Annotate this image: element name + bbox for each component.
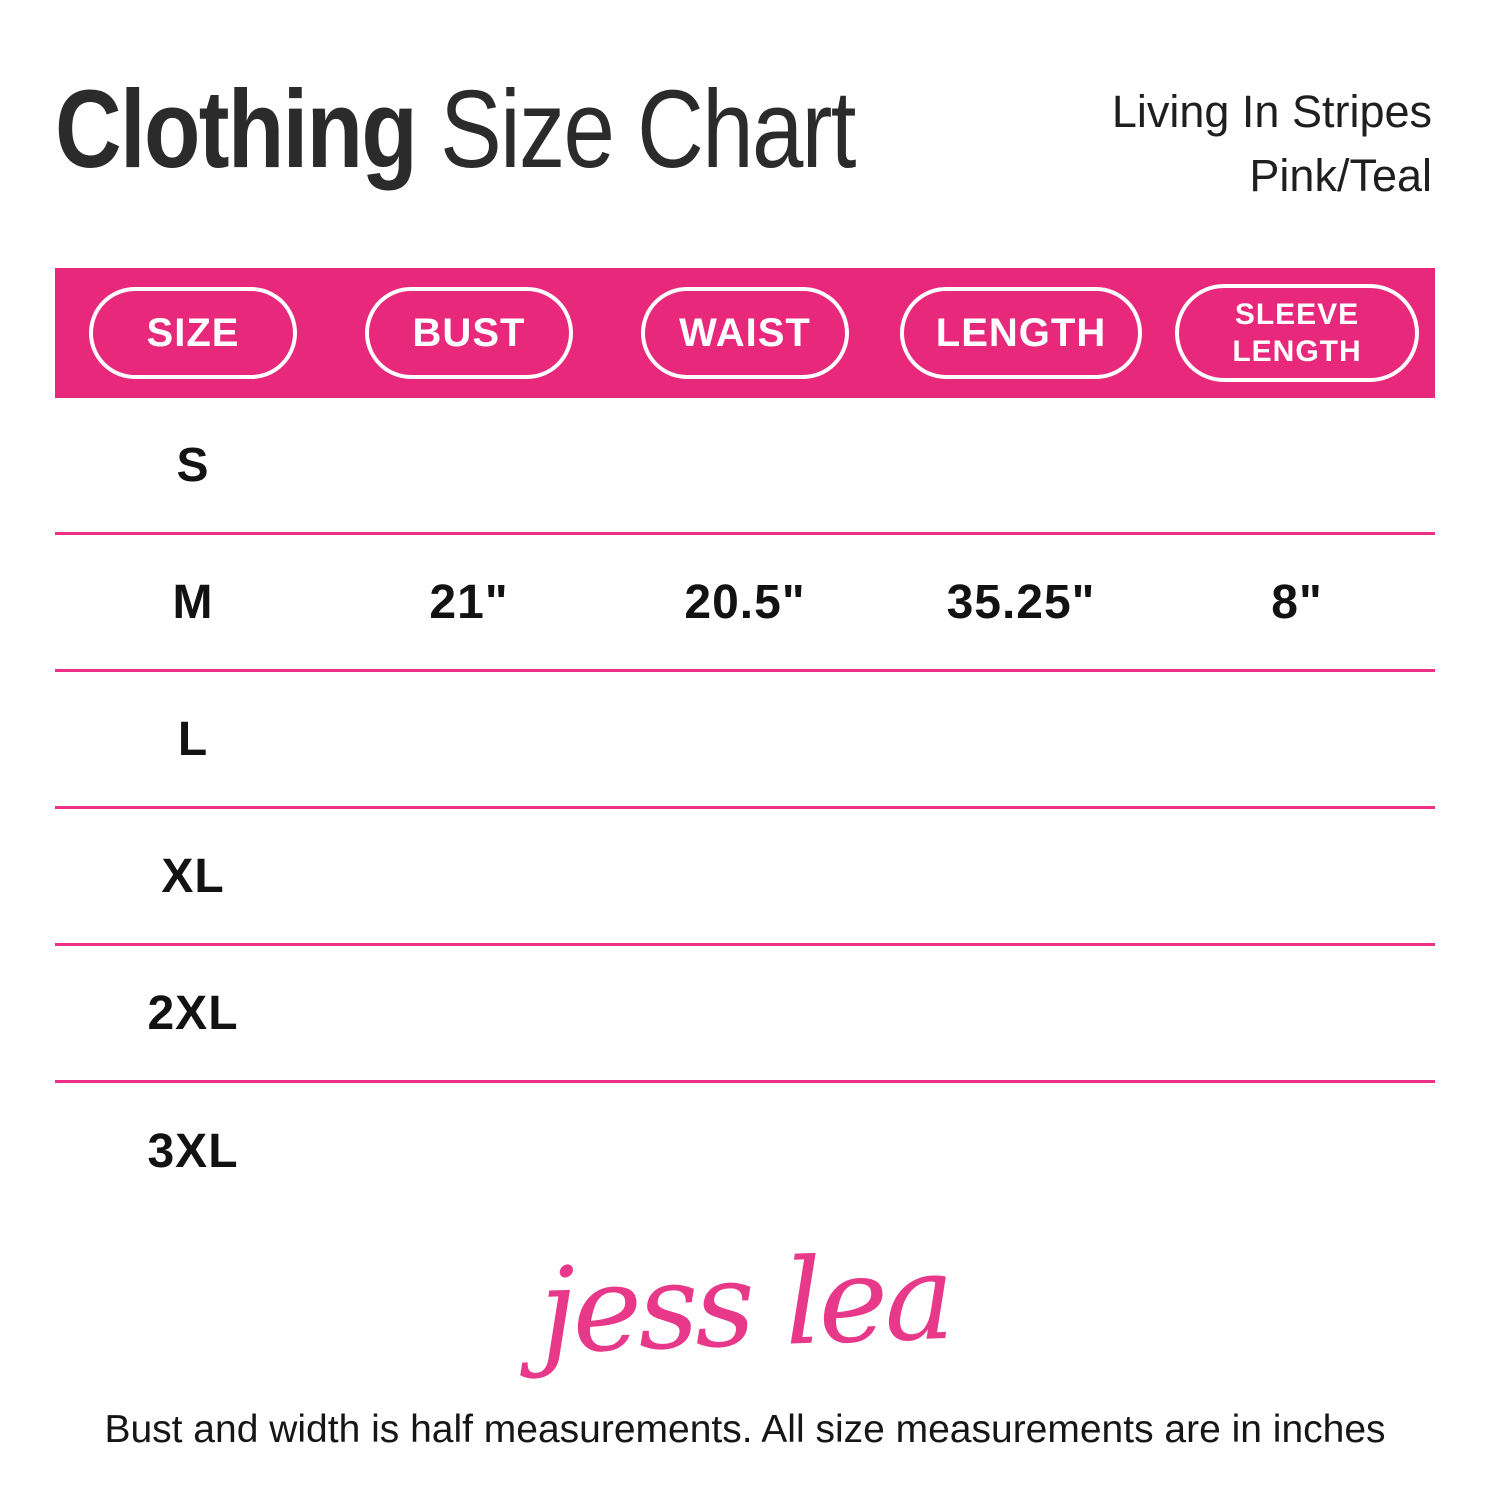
size-cell: S	[176, 438, 210, 492]
header-col-waist: WAIST	[607, 287, 883, 379]
column-pill-waist: WAIST	[641, 287, 849, 379]
table-row-s: S	[55, 398, 1435, 535]
column-pill-sleeve-length: SLEEVE LENGTH	[1175, 284, 1419, 382]
column-pill-length: LENGTH	[899, 287, 1143, 379]
header-col-length: LENGTH	[883, 287, 1159, 379]
product-name: Living In Stripes Pink/Teal	[1112, 80, 1432, 208]
bust-cell: 21"	[429, 575, 509, 629]
table-row-xl: XL	[55, 809, 1435, 946]
product-name-line1: Living In Stripes	[1111, 86, 1432, 137]
brand-logo: jess lea	[537, 1227, 953, 1381]
page-title-regular: Size Chart	[416, 68, 856, 191]
sleeve-length-cell: 8"	[1271, 575, 1323, 629]
table-body: S M 21" 20.5" 35.25" 8" L XL	[55, 398, 1435, 1220]
size-cell: M	[172, 575, 214, 629]
table-row-m: M 21" 20.5" 35.25" 8"	[55, 535, 1435, 672]
header-col-bust: BUST	[331, 287, 607, 379]
footnote: Bust and width is half measurements. All…	[104, 1408, 1386, 1451]
table-row-2xl: 2XL	[55, 946, 1435, 1083]
size-cell: 3XL	[147, 1125, 239, 1178]
size-cell: L	[177, 712, 209, 766]
column-pill-bust: BUST	[365, 287, 573, 379]
header-col-size: SIZE	[55, 287, 331, 379]
size-cell: XL	[161, 849, 225, 903]
product-name-line2: Pink/Teal	[1249, 149, 1432, 201]
table-row-l: L	[55, 672, 1435, 809]
table-header-bar: SIZE BUST WAIST LENGTH SLEEVE LENGTH	[55, 268, 1435, 398]
length-cell: 35.25"	[946, 575, 1096, 629]
page-title: Clothing Size Chart	[55, 64, 856, 196]
header-col-sleeve-length: SLEEVE LENGTH	[1159, 284, 1435, 382]
table-row-3xl: 3XL	[55, 1083, 1435, 1220]
waist-cell: 20.5"	[684, 575, 806, 629]
size-cell: 2XL	[147, 986, 239, 1040]
page-title-bold: Clothing	[55, 68, 418, 191]
column-pill-size: SIZE	[89, 287, 297, 379]
